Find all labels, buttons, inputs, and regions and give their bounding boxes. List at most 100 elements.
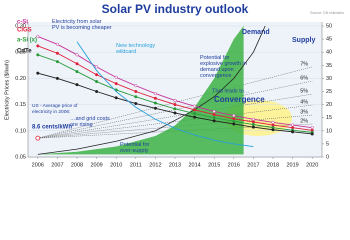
marker: [36, 71, 40, 75]
rate-line: [37, 93, 313, 139]
legend-label: CIGS: [17, 28, 32, 34]
x-tick-label: 2007: [51, 162, 63, 168]
rate-label: 7%: [300, 61, 308, 67]
marker: [134, 89, 138, 94]
y-tick-label: 0.20: [15, 76, 26, 82]
x-tick-label: 2015: [208, 162, 220, 168]
marker: [173, 111, 177, 115]
y2-tick-label: 25: [326, 89, 332, 95]
marker: [95, 89, 99, 94]
legend-label: c-Si: [17, 20, 28, 26]
marker: [251, 125, 255, 129]
marker: [271, 128, 275, 132]
marker: [55, 60, 59, 64]
marker: [153, 106, 157, 110]
x-tick-label: 2020: [306, 162, 318, 168]
rate-line: [37, 104, 313, 139]
supply-label: Supply: [292, 37, 315, 44]
x-tick-label: 2012: [149, 162, 161, 168]
x-tick-label: 2018: [267, 162, 279, 168]
annotation: New technology wildcard: [115, 43, 155, 55]
marker: [153, 101, 157, 105]
marker: [114, 96, 118, 100]
marker: [193, 115, 197, 119]
marker: [232, 122, 236, 126]
y-tick-label: 0.05: [15, 154, 26, 160]
marker: [75, 83, 79, 87]
marker: [36, 53, 40, 57]
marker: [232, 114, 236, 118]
marker: [134, 102, 138, 106]
marker: [212, 119, 216, 123]
x-tick-label: 2017: [247, 162, 259, 168]
annotation: 8.6 cents/kWh: [32, 125, 72, 131]
marker: [193, 104, 197, 108]
marker: [212, 113, 216, 117]
marker: [55, 42, 59, 46]
marker: [193, 111, 197, 116]
marker: [173, 98, 177, 102]
y2-tick-label: 15: [326, 115, 332, 121]
y2-tick-label: 45: [326, 37, 332, 43]
marker: [36, 34, 40, 39]
marker: [95, 73, 99, 77]
y2-tick-label: 10: [326, 128, 332, 134]
x-tick-label: 2019: [286, 162, 298, 168]
marker: [310, 126, 314, 130]
legend-label: a-Si (x): [17, 38, 37, 44]
marker: [134, 84, 138, 88]
marker: [232, 117, 236, 121]
demand-label: Demand: [242, 29, 270, 36]
marker: [193, 108, 197, 112]
marker: [55, 76, 59, 80]
marker: [291, 126, 295, 130]
marker: [153, 92, 157, 96]
annotation: US - Average price of electricity in 2006…: [32, 103, 78, 115]
marker: [251, 122, 255, 127]
annotation: Electricity from solar PV is becoming che…: [52, 19, 112, 31]
marker: [153, 96, 157, 100]
y2-tick-label: 50: [326, 23, 332, 29]
marker: [271, 120, 275, 124]
marker: [75, 70, 79, 74]
y2-tick-label: 35: [326, 63, 332, 69]
marker: [271, 123, 275, 127]
marker: [291, 130, 295, 134]
marker: [173, 103, 177, 107]
marker: [95, 79, 99, 84]
marker: [36, 44, 40, 48]
us-price-marker: [35, 135, 41, 141]
y-tick-label: 0.15: [15, 102, 26, 108]
y-tick-label: 0.10: [15, 128, 26, 134]
marker: [251, 120, 255, 124]
marker: [95, 65, 99, 69]
y-tick-label: 0.25: [15, 50, 26, 56]
rate-label: 6%: [300, 75, 308, 81]
y-tick-label: 0.30: [15, 23, 26, 29]
rate-label: 2%: [300, 118, 308, 124]
y2-tick-label: 40: [326, 50, 332, 56]
chart-title: Solar PV industry outlook: [102, 2, 249, 16]
rate-label: 4%: [300, 100, 308, 106]
marker: [291, 123, 295, 127]
marker: [232, 119, 236, 123]
y-axis-title: Electricity Prices ($/kwh): [4, 60, 10, 120]
x-tick-label: 2013: [169, 162, 181, 168]
marker: [114, 82, 118, 86]
x-tick-label: 2006: [32, 162, 44, 168]
series-line: [76, 41, 254, 147]
y2-tick-label: 5: [326, 141, 329, 147]
marker: [114, 75, 118, 79]
marker: [310, 132, 314, 136]
marker: [55, 51, 59, 55]
x-tick-label: 2010: [110, 162, 122, 168]
y2-tick-label: 0: [326, 154, 329, 160]
rate-label: 5%: [300, 89, 308, 95]
annotation: That leads to…: [212, 88, 249, 94]
x-tick-label: 2014: [188, 162, 200, 168]
marker: [173, 107, 177, 111]
rate-label: 3%: [300, 110, 308, 116]
y2-tick-label: 30: [326, 76, 332, 82]
source: Source: DB estimates: [310, 11, 344, 15]
marker: [134, 95, 138, 99]
